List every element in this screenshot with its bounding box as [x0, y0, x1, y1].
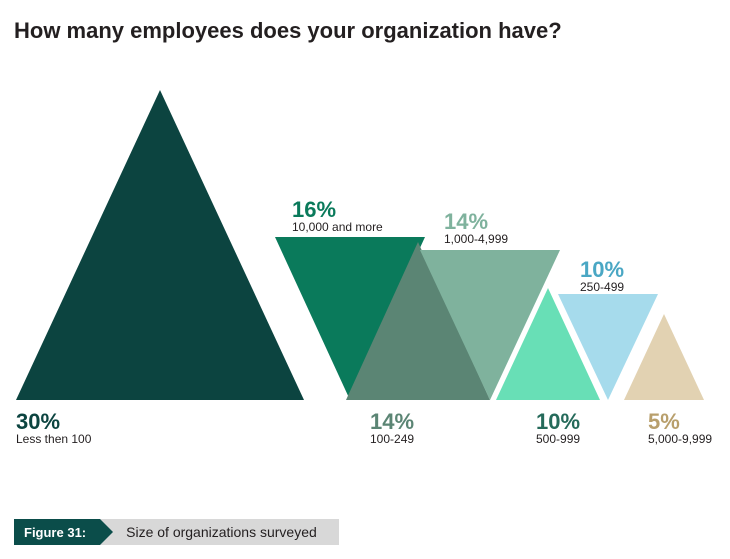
data-label-1: 16%10,000 and more	[292, 198, 383, 234]
data-label-0: 30%Less then 100	[16, 410, 91, 446]
category-label: 1,000-4,999	[444, 233, 508, 246]
triangle-0	[16, 90, 304, 400]
figure-number: Figure 31:	[14, 519, 100, 545]
percent-value: 16%	[292, 198, 383, 221]
percent-value: 10%	[536, 410, 580, 433]
category-label: 10,000 and more	[292, 221, 383, 234]
percent-value: 14%	[370, 410, 414, 433]
category-label: 250-499	[580, 281, 624, 294]
data-label-2: 14%100-249	[370, 410, 414, 446]
percent-value: 14%	[444, 210, 508, 233]
percent-value: 5%	[648, 410, 712, 433]
percent-value: 10%	[580, 258, 624, 281]
data-label-6: 5%5,000-9,999	[648, 410, 712, 446]
category-label: 5,000-9,999	[648, 433, 712, 446]
category-label: 100-249	[370, 433, 414, 446]
triangle-chart: 30%Less then 10016%10,000 and more14%100…	[0, 0, 730, 470]
figure-title: Size of organizations surveyed	[100, 519, 339, 545]
data-label-5: 10%250-499	[580, 258, 624, 294]
figure-caption: Figure 31: Size of organizations surveye…	[14, 519, 339, 545]
category-label: Less then 100	[16, 433, 91, 446]
percent-value: 30%	[16, 410, 91, 433]
data-label-3: 14%1,000-4,999	[444, 210, 508, 246]
data-label-4: 10%500-999	[536, 410, 580, 446]
category-label: 500-999	[536, 433, 580, 446]
triangle-6	[624, 314, 704, 400]
